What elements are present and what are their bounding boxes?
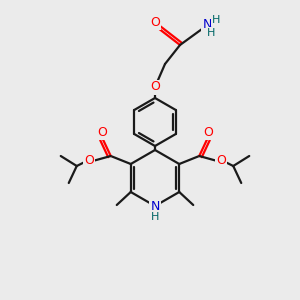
- Text: O: O: [203, 125, 213, 139]
- Text: O: O: [216, 154, 226, 167]
- Text: N: N: [202, 17, 212, 31]
- Text: N: N: [150, 200, 160, 214]
- Text: O: O: [97, 125, 107, 139]
- Text: H: H: [212, 15, 220, 25]
- Text: H: H: [207, 28, 215, 38]
- Text: O: O: [150, 80, 160, 94]
- Text: O: O: [150, 16, 160, 28]
- Text: H: H: [151, 212, 159, 222]
- Text: O: O: [84, 154, 94, 167]
